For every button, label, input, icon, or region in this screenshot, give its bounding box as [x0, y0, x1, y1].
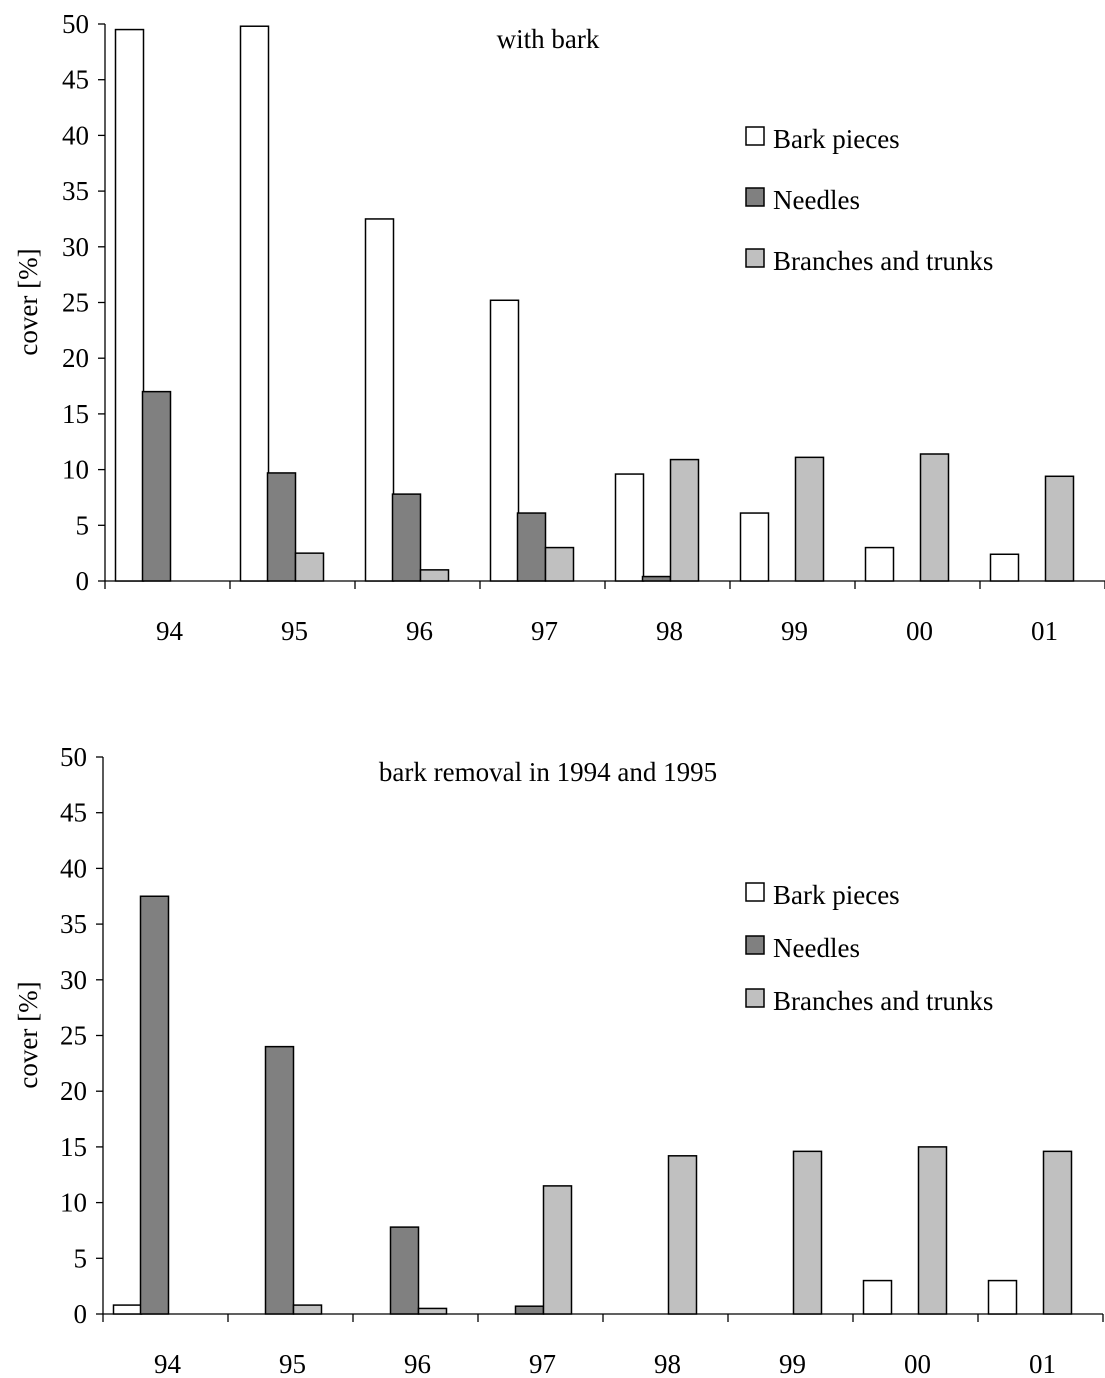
- x-tick-label: 94: [156, 616, 184, 646]
- x-tick-label: 99: [781, 616, 808, 646]
- bar-branches-and-trunks: [917, 1146, 948, 1315]
- legend-label: Needles: [773, 185, 860, 215]
- y-tick-label: 30: [60, 965, 87, 995]
- y-tick-label: 5: [76, 510, 90, 540]
- x-tick-label: 98: [654, 1349, 681, 1378]
- bar-needles: [266, 472, 297, 582]
- y-tick-label: 0: [76, 566, 90, 596]
- legend-swatch: [745, 248, 765, 268]
- y-tick-label: 45: [62, 65, 89, 95]
- bar-bark-pieces: [364, 218, 395, 582]
- x-tick-label: 01: [1031, 616, 1058, 646]
- chart-title: bark removal in 1994 and 1995: [379, 757, 717, 787]
- bar-branches-and-trunks: [794, 456, 825, 582]
- bar-bark-pieces: [114, 28, 145, 582]
- legend-label: Branches and trunks: [773, 986, 993, 1016]
- x-tick-label: 95: [281, 616, 308, 646]
- y-tick-label: 25: [62, 288, 89, 318]
- bar-needles: [141, 390, 172, 582]
- y-tick-label: 35: [62, 176, 89, 206]
- y-tick-label: 50: [60, 742, 87, 772]
- bar-bark-pieces: [864, 546, 895, 582]
- legend-label: Branches and trunks: [773, 246, 993, 276]
- x-tick-label: 01: [1029, 1349, 1056, 1378]
- bar-branches-and-trunks: [417, 1307, 448, 1315]
- bar-bark-pieces: [112, 1304, 143, 1315]
- y-tick-label: 20: [62, 343, 89, 373]
- y-tick-label: 15: [62, 399, 89, 429]
- x-tick-label: 97: [531, 616, 558, 646]
- legend-swatch: [745, 882, 765, 902]
- x-tick-label: 95: [279, 1349, 306, 1378]
- bar-needles: [516, 512, 547, 582]
- legend-swatch: [745, 187, 765, 207]
- legend-swatch: [745, 935, 765, 955]
- x-tick-label: 98: [656, 616, 683, 646]
- bar-bark-pieces: [489, 299, 520, 582]
- legend-swatch: [745, 126, 765, 146]
- bar-needles: [391, 493, 422, 582]
- x-tick-label: 94: [154, 1349, 182, 1378]
- y-tick-label: 50: [62, 9, 89, 39]
- bar-branches-and-trunks: [419, 569, 450, 582]
- bar-branches-and-trunks: [294, 552, 325, 582]
- bar-branches-and-trunks: [544, 546, 575, 582]
- bar-branches-and-trunks: [292, 1304, 323, 1315]
- legend-label: Bark pieces: [773, 124, 900, 154]
- y-tick-label: 15: [60, 1132, 87, 1162]
- x-tick-label: 00: [906, 616, 933, 646]
- chart-with-bark: 0 5 10 15 20 25 30 35 40 45 50 94 95 96 97 98 99 00 01 with…: [13, 9, 1105, 646]
- bar-branches-and-trunks: [919, 453, 950, 582]
- bar-bark-pieces: [614, 473, 645, 582]
- chart-title: with bark: [497, 24, 600, 54]
- y-tick-label: 20: [60, 1076, 87, 1106]
- bar-needles: [139, 895, 170, 1315]
- y-tick-label: 40: [62, 120, 89, 150]
- bar-branches-and-trunks: [542, 1185, 573, 1315]
- y-tick-label: 40: [60, 853, 87, 883]
- y-tick-label: 10: [62, 455, 89, 485]
- x-tick-label: 96: [404, 1349, 431, 1378]
- y-axis-title: cover [%]: [13, 981, 43, 1088]
- legend-swatch: [745, 988, 765, 1008]
- x-tick-label: 96: [406, 616, 433, 646]
- bar-bark-pieces: [987, 1279, 1018, 1315]
- bar-bark-pieces: [989, 553, 1020, 582]
- x-tick-label: 00: [904, 1349, 931, 1378]
- y-axis-title: cover [%]: [13, 248, 43, 355]
- bar-needles: [514, 1305, 545, 1315]
- y-tick-label: 30: [62, 232, 89, 262]
- y-tick-label: 35: [60, 909, 87, 939]
- bar-bark-pieces: [862, 1279, 893, 1315]
- bar-bark-pieces: [739, 512, 770, 582]
- y-tick-label: 10: [60, 1188, 87, 1218]
- bar-branches-and-trunks: [792, 1150, 823, 1315]
- bar-needles: [389, 1226, 420, 1315]
- x-tick-label: 97: [529, 1349, 556, 1378]
- bar-branches-and-trunks: [1042, 1150, 1073, 1315]
- y-tick-label: 25: [60, 1021, 87, 1051]
- x-tick-label: 99: [779, 1349, 806, 1378]
- bar-branches-and-trunks: [1044, 475, 1075, 582]
- y-tick-label: 0: [74, 1299, 88, 1329]
- bar-branches-and-trunks: [667, 1155, 698, 1315]
- legend-label: Bark pieces: [773, 880, 900, 910]
- legend-label: Needles: [773, 933, 860, 963]
- bar-needles: [264, 1045, 295, 1315]
- y-tick-label: 5: [74, 1243, 88, 1273]
- chart-bark-removal: 0 5 10 15 20 25 30 35 40 45 50 94 95 96 97 98 99 00 01 bark…: [13, 742, 1104, 1378]
- y-tick-label: 45: [60, 798, 87, 828]
- bar-needles: [641, 575, 672, 582]
- bar-bark-pieces: [239, 25, 270, 582]
- bar-branches-and-trunks: [669, 458, 700, 582]
